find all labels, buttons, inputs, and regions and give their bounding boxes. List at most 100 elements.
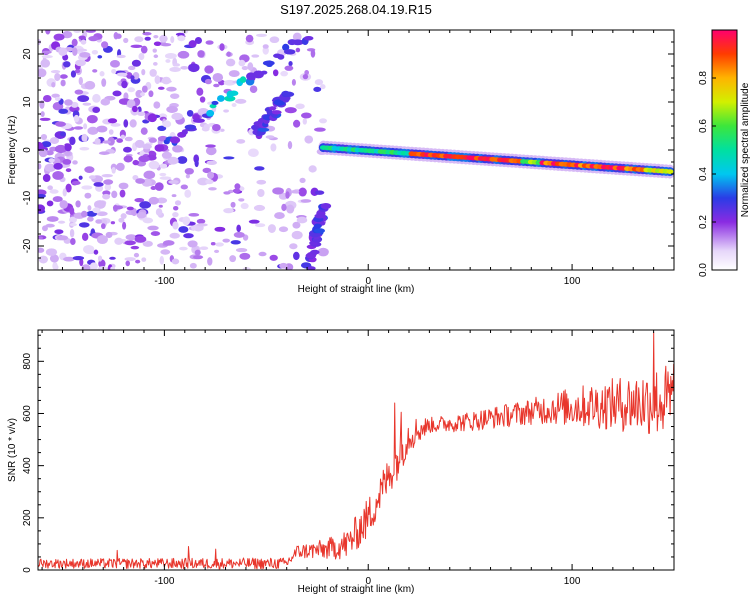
spectrogram-noise-blob: [205, 144, 216, 148]
spectrogram-noise-blob: [169, 66, 181, 72]
spectrogram-noise-blob: [40, 58, 51, 68]
spectrogram-streak-blob: [229, 90, 239, 96]
spectrogram-noise-blob: [239, 252, 251, 260]
spectrogram-noise-blob: [69, 228, 75, 238]
spectrogram-noise-blob: [295, 47, 301, 53]
colorbar-tick-label: 0.2: [698, 215, 709, 229]
spectrogram-noise-blob: [148, 90, 154, 98]
spectrogram-noise-blob: [235, 247, 248, 253]
spectrogram-noise-blob: [170, 36, 175, 44]
spectrogram-noise-blob: [302, 73, 309, 80]
spectrogram-noise-blob: [204, 78, 212, 85]
spectrogram-noise-blob: [175, 32, 185, 36]
spectrogram-noise-blob: [93, 200, 106, 209]
spectrogram-noise-blob: [115, 33, 122, 39]
spectrogram-streak-blob: [291, 39, 304, 46]
spectrogram-noise-blob: [92, 69, 98, 73]
spectrogram-noise-blob: [274, 212, 285, 219]
spectrogram-noise-blob: [84, 80, 96, 90]
spectrogram-noise-blob: [212, 123, 221, 132]
spectrogram-noise-blob: [133, 252, 140, 258]
spectrogram-noise-blob: [98, 151, 110, 155]
spectrogram-noise-blob: [249, 85, 258, 93]
spectrogram-noise-blob: [93, 249, 99, 255]
spectrogram-noise-blob: [42, 174, 51, 182]
spectrogram-noise-blob: [116, 72, 128, 77]
spectrogram-noise-blob: [150, 231, 161, 236]
spectrogram-noise-blob: [131, 59, 141, 67]
spectrogram-noise-blob: [54, 96, 61, 101]
spectrogram-noise-blob: [111, 190, 118, 199]
spectrogram-noise-blob: [87, 216, 94, 222]
figure-title: S197.2025.268.04.19.R15: [280, 2, 432, 17]
spectrogram-streak-blob: [262, 60, 275, 66]
spectrogram-noise-blob: [48, 158, 55, 163]
spectrogram-noise-blob: [100, 98, 111, 106]
spectrogram-streak-blob: [257, 127, 270, 132]
spectrogram-noise-blob: [262, 44, 269, 49]
spectrogram-noise-blob: [78, 76, 83, 86]
snr-y-label: SNR (10 * v/v): [7, 418, 18, 482]
spectrogram-noise-blob: [123, 37, 129, 44]
spectrogram-noise-blob: [74, 89, 84, 95]
spectrogram-noise-blob: [172, 145, 183, 153]
snr-x-tick-label: 100: [564, 576, 581, 587]
spectrogram-noise-blob: [168, 179, 179, 185]
spectrogram-noise-blob: [245, 34, 254, 43]
spectrogram-noise-blob: [91, 49, 99, 55]
spectrogram-noise-blob: [110, 60, 120, 68]
spectrogram-noise-blob: [125, 260, 130, 267]
snr-y-tick-label: 0: [22, 567, 33, 573]
spectrogram-noise-blob: [188, 213, 200, 217]
spectrogram-noise-blob: [123, 146, 132, 153]
spectrogram-noise-blob: [38, 194, 46, 199]
spectrogram-noise-blob: [199, 96, 206, 103]
spectrogram-noise-blob: [173, 206, 179, 211]
spectrogram-noise-blob: [230, 240, 241, 245]
spectrogram-noise-blob: [153, 41, 162, 47]
spectrogram-noise-blob: [45, 223, 55, 228]
spectrogram-noise-blob: [84, 166, 95, 173]
spectrogram-y-tick-label: 0: [22, 147, 33, 153]
spectrogram-noise-blob: [114, 237, 124, 245]
colorbar-label: Normalized spectral amplitude: [740, 82, 750, 217]
spectrogram-noise-blob: [293, 251, 300, 261]
spectrogram-noise-blob: [160, 249, 171, 255]
spectrogram-noise-blob: [119, 189, 126, 198]
spectrogram-streak-blob: [310, 249, 320, 255]
spectrogram-noise-blob: [301, 112, 312, 119]
spectrogram-streak-blob: [305, 22, 312, 29]
spectrogram-noise-blob: [159, 255, 165, 265]
spectrogram-noise-blob: [130, 245, 140, 250]
spectrogram-noise-blob: [38, 163, 42, 170]
spectrogram-noise-blob: [73, 114, 80, 123]
spectrogram-noise-blob: [54, 229, 64, 235]
spectrogram-noise-blob: [314, 190, 325, 195]
spectrogram-noise-blob: [103, 179, 114, 185]
spectrogram-x-tick-label: 0: [365, 276, 371, 287]
spectrogram-noise-blob: [79, 258, 84, 267]
spectrogram-noise-blob: [290, 190, 300, 194]
spectrogram-noise-blob: [123, 119, 129, 128]
spectrogram-streak-blob: [282, 43, 290, 51]
spectrogram-noise-blob: [52, 261, 58, 270]
spectrogram-noise-blob: [298, 187, 307, 197]
spectrogram-noise-blob: [194, 37, 202, 45]
spectrogram-noise-blob: [71, 38, 78, 47]
snr-x-tick-label: -100: [154, 576, 174, 587]
spectrogram-noise-blob: [110, 221, 116, 225]
spectrogram-noise-blob: [38, 247, 45, 253]
colorbar-tick-label: 0.0: [698, 263, 709, 277]
spectrogram-noise-blob: [38, 68, 47, 78]
spectrogram-noise-blob: [291, 230, 303, 240]
spectrogram-noise-blob: [102, 140, 112, 144]
spectrogram-noise-blob: [51, 93, 60, 98]
spectrogram-noise-blob: [154, 75, 161, 85]
spectrogram-noise-blob: [141, 68, 146, 76]
spectrogram-noise-blob: [236, 139, 246, 144]
spectrogram-noise-blob: [289, 243, 298, 250]
spectrogram-noise-blob: [63, 256, 75, 262]
spectrogram-noise-blob: [153, 101, 161, 109]
spectrogram-noise-blob: [53, 162, 63, 170]
